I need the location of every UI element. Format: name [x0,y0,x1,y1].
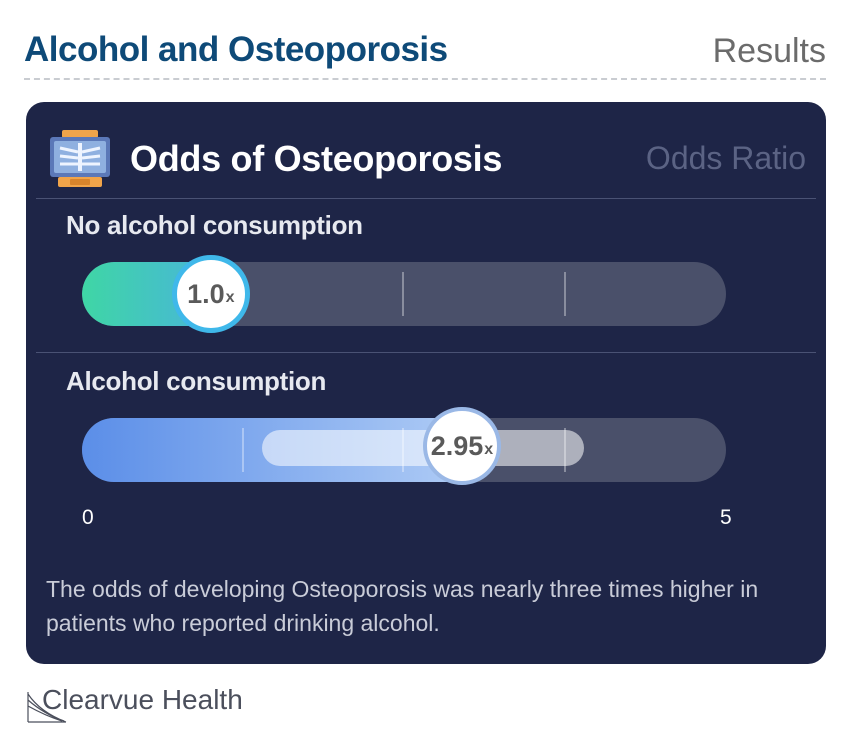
page-title: Alcohol and Osteoporosis [24,30,448,69]
page-header: Alcohol and Osteoporosis Results [24,26,826,80]
gridline [402,272,404,316]
track-alcohol [82,418,726,482]
gridline [402,428,404,472]
axis-min-label: 0 [82,506,94,529]
gridline [564,272,566,316]
card-subtitle: Odds Ratio [645,140,806,176]
xray-icon [50,130,110,187]
unit-label: x [484,441,494,458]
value-bubble-no-alcohol: 1.0 x [171,255,250,333]
row-label-alcohol: Alcohol consumption [66,366,327,396]
odds-card: Odds of Osteoporosis Odds Ratio No alcoh… [26,102,826,664]
value-bubble-alcohol: 2.95 x [422,407,501,485]
gridline [242,428,244,472]
logo-icon [27,692,67,723]
divider [36,198,816,199]
divider [36,352,816,353]
gridline [564,428,566,472]
section-label: Results [712,32,826,70]
unit-label: x [225,289,235,306]
value-label-no-alcohol: 1.0 [187,278,225,309]
row-label-no-alcohol: No alcohol consumption [66,210,363,240]
brand-name: Clearvue Health [42,684,243,715]
axis-max-label: 5 [720,506,732,529]
footnote: The odds of developing Osteoporosis was … [46,576,759,636]
value-label-alcohol: 2.95 [430,430,484,461]
card-title: Odds of Osteoporosis [130,138,503,179]
